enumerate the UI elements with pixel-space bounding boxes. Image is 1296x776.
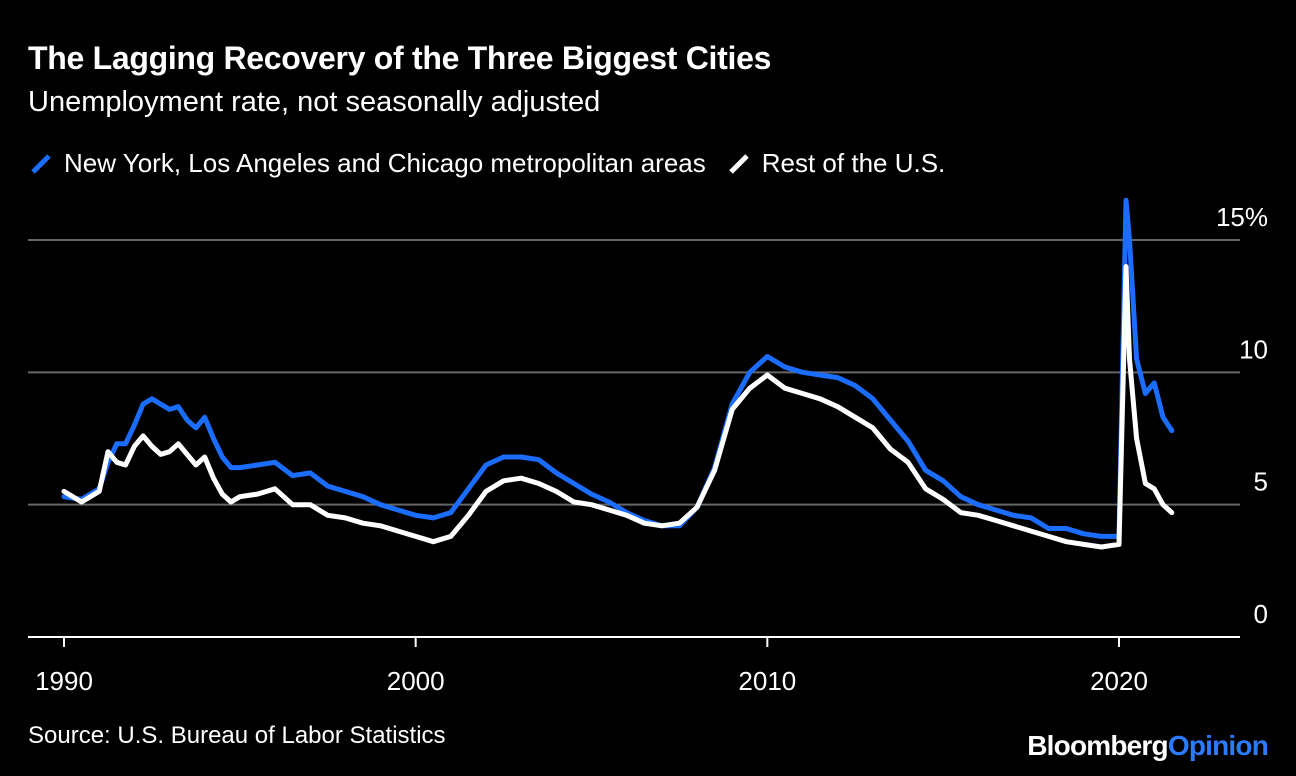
legend-item-big-cities: New York, Los Angeles and Chicago metrop… xyxy=(30,148,706,179)
chart-title: The Lagging Recovery of the Three Bigges… xyxy=(28,40,772,76)
axis-layer xyxy=(28,636,1240,647)
source-note: Source: U.S. Bureau of Labor Statistics xyxy=(28,722,446,749)
brand-accent: Opinion xyxy=(1167,730,1269,761)
y-tick-label-15: 15% xyxy=(1216,202,1268,232)
y-tick-label-5: 5 xyxy=(1254,467,1268,497)
y-tick-label-10: 10 xyxy=(1239,334,1268,364)
x-tick-label-2020: 2020 xyxy=(1090,666,1148,696)
brand-primary: Bloomberg xyxy=(1027,730,1168,761)
legend-swatch-big-cities-icon xyxy=(31,153,51,174)
legend-swatch-big-cities-stroke xyxy=(31,153,51,174)
series-line-big-cities xyxy=(61,197,1175,539)
x-tick-label-2010: 2010 xyxy=(738,666,796,696)
series-line-rest-of-us xyxy=(61,264,1175,550)
label-layer: 0 5 10 15% 1990 2000 2010 2020 xyxy=(35,202,1268,696)
series-layer xyxy=(61,197,1175,550)
legend-swatch-rest-of-us-icon xyxy=(728,153,749,174)
x-tick-label-2000: 2000 xyxy=(387,666,445,696)
brand-logo: BloombergOpinion xyxy=(1027,730,1269,762)
legend-label-big-cities: New York, Los Angeles and Chicago metrop… xyxy=(64,148,706,178)
legend-swatch-rest-of-us-stroke xyxy=(728,153,749,174)
chart-subtitle: Unemployment rate, not seasonally adjust… xyxy=(28,86,601,118)
legend-label-rest-of-us: Rest of the U.S. xyxy=(761,148,946,178)
legend-item-rest-of-us: Rest of the U.S. xyxy=(728,148,946,179)
chart-legend: New York, Los Angeles and Chicago metrop… xyxy=(30,148,967,179)
y-tick-label-0: 0 xyxy=(1254,599,1268,629)
x-tick-label-1990: 1990 xyxy=(35,666,93,696)
grid-layer xyxy=(28,239,1240,506)
